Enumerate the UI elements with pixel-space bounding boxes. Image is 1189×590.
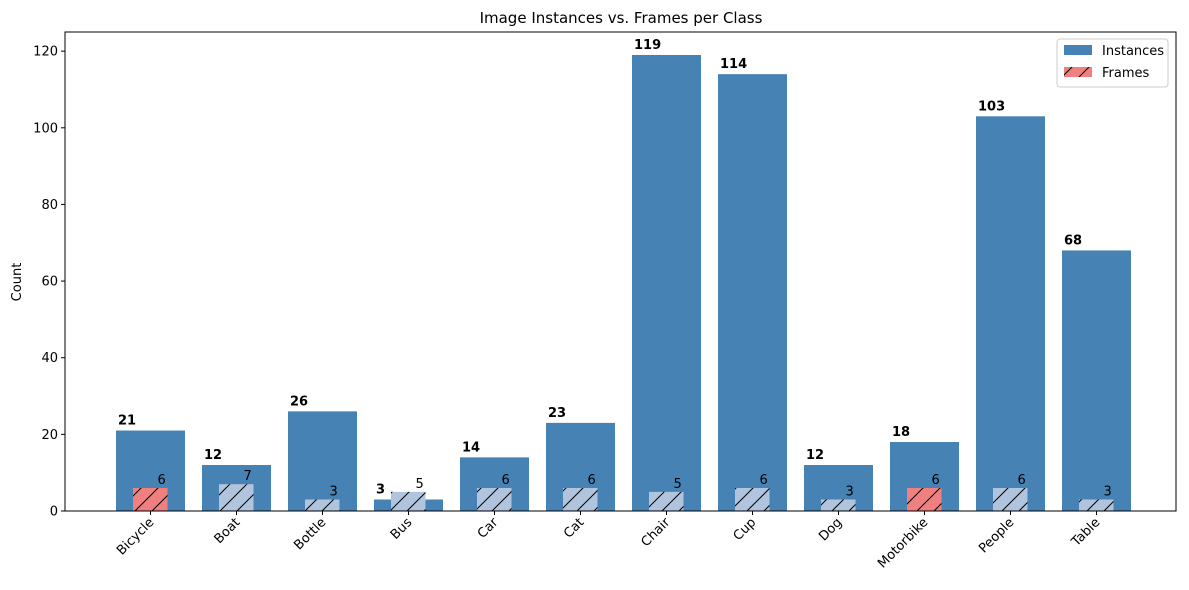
frames-value-label: 3 [846, 485, 854, 500]
x-tick-label-people: People [976, 515, 1017, 556]
y-tick-label: 40 [41, 351, 58, 366]
x-tick-label-motorbike: Motorbike [875, 515, 931, 571]
instances-value-label: 21 [118, 414, 136, 429]
instances-bar-people [976, 116, 1045, 511]
bars: 21 6 12 7 26 3 3 5 14 6 23 6 119 5 114 6 12 3 18 6 103 6 68 3 [116, 38, 1131, 511]
instances-value-label: 12 [806, 448, 824, 463]
instances-value-label: 3 [376, 483, 385, 498]
y-tick-label: 0 [50, 505, 58, 520]
x-tick-label-bicycle: Bicycle [114, 515, 157, 558]
x-axis: Bicycle Boat Bottle Bus Car Cat Chair Cup Dog Mot… [114, 511, 1103, 571]
instances-value-label: 114 [720, 57, 747, 72]
x-tick-label-bus: Bus [388, 515, 416, 543]
x-tick-label-cat: Cat [561, 515, 587, 541]
x-tick-label-chair: Chair [639, 515, 674, 550]
frames-value-label: 3 [330, 485, 338, 500]
frames-bar-hatch [821, 499, 856, 511]
legend-swatch-instances [1064, 45, 1092, 55]
frames-bar-hatch [305, 499, 340, 511]
instances-bar-chair [632, 54, 701, 511]
y-tick-label: 120 [33, 45, 58, 60]
frames-value-label: 6 [760, 473, 768, 488]
legend-label-frames: Frames [1102, 66, 1150, 81]
instances-value-label: 68 [1064, 233, 1082, 248]
instances-value-label: 12 [204, 448, 222, 463]
legend-label-instances: Instances [1102, 44, 1164, 59]
instances-value-label: 26 [290, 394, 308, 409]
frames-value-label: 6 [158, 473, 166, 488]
x-tick-label-table: Table [1068, 515, 1103, 550]
x-tick-label-car: Car [475, 515, 502, 542]
y-tick-label: 20 [41, 428, 58, 443]
x-tick-label-bottle: Bottle [291, 515, 329, 553]
legend-swatch-hatch [1064, 67, 1092, 77]
y-tick-label: 80 [41, 198, 58, 213]
y-axis-label: Count [10, 263, 25, 302]
frames-value-label: 3 [1104, 485, 1112, 500]
frames-value-label: 6 [1018, 473, 1026, 488]
frames-bar-hatch [563, 488, 598, 511]
instances-value-label: 23 [548, 406, 566, 421]
frames-bar-hatch [133, 488, 168, 511]
y-axis: 0 20 40 60 80 100 120 [33, 45, 65, 520]
y-tick-label: 100 [33, 121, 58, 136]
frames-value-label: 5 [674, 477, 682, 492]
instances-value-label: 119 [634, 38, 661, 53]
x-tick-label-boat: Boat [212, 515, 244, 547]
frames-bar-hatch [993, 488, 1028, 511]
frames-value-label: 6 [588, 473, 596, 488]
frames-bar-hatch [391, 491, 426, 511]
legend: Instances Frames [1056, 38, 1169, 88]
x-tick-label-dog: Dog [816, 515, 845, 544]
frames-value-label: 5 [416, 477, 424, 492]
frames-bar-hatch [649, 491, 684, 511]
x-tick-label-cup: Cup [731, 515, 760, 544]
instances-value-label: 103 [978, 99, 1005, 114]
frames-value-label: 6 [932, 473, 940, 488]
instances-value-label: 14 [462, 440, 480, 455]
chart-title: Image Instances vs. Frames per Class [480, 9, 763, 27]
instances-bar-table [1062, 250, 1131, 511]
instances-value-label: 18 [892, 425, 910, 440]
frames-bar-hatch [735, 488, 770, 511]
frames-value-label: 7 [244, 469, 252, 484]
instances-bar-bottle [288, 411, 357, 511]
frames-bar-hatch [907, 488, 942, 511]
frames-value-label: 6 [502, 473, 510, 488]
y-tick-label: 60 [41, 275, 58, 290]
instances-bar-cup [718, 74, 787, 511]
frames-bar-hatch [219, 484, 254, 511]
frames-bar-hatch [477, 488, 512, 511]
frames-bar-hatch [1079, 499, 1114, 511]
plot-frame [64, 31, 1177, 512]
